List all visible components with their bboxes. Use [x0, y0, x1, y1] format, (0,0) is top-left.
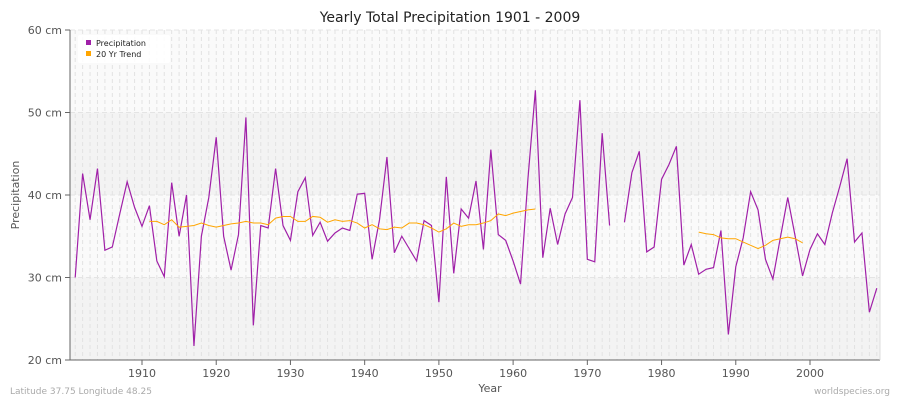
- x-tick-label: 1940: [351, 367, 379, 380]
- trend-line: [698, 231, 803, 250]
- legend-swatch-trend: [86, 51, 91, 56]
- trend-line: [149, 208, 536, 233]
- y-tick-label: 40 cm: [28, 189, 62, 202]
- x-axis-label: Year: [477, 382, 502, 395]
- x-tick-label: 2000: [796, 367, 824, 380]
- legend-label-precipitation: Precipitation: [96, 39, 146, 48]
- legend-swatch-precipitation: [86, 40, 91, 45]
- x-tick-label: 1910: [128, 367, 156, 380]
- band: [70, 112, 880, 195]
- x-tick-label: 1960: [499, 367, 527, 380]
- precipitation-line: [74, 90, 611, 347]
- x-tick-label: 1920: [202, 367, 230, 380]
- legend-label-trend: 20 Yr Trend: [96, 50, 141, 59]
- precipitation-line: [623, 146, 878, 335]
- band: [70, 277, 880, 360]
- y-tick-label: 20 cm: [28, 354, 62, 367]
- x-tick-label: 1930: [276, 367, 304, 380]
- x-tick-label: 1980: [648, 367, 676, 380]
- x-tick-label: 1950: [425, 367, 453, 380]
- band: [70, 30, 880, 113]
- y-axis-label: Precipitation: [9, 161, 22, 230]
- footer-location: Latitude 37.75 Longitude 48.25: [10, 387, 152, 397]
- y-tick-label: 50 cm: [28, 107, 62, 120]
- chart-title: Yearly Total Precipitation 1901 - 2009: [319, 10, 581, 26]
- band: [70, 195, 880, 278]
- legend: Precipitation 20 Yr Trend: [78, 35, 170, 63]
- x-tick-label: 1970: [573, 367, 601, 380]
- y-tick-label: 30 cm: [28, 272, 62, 285]
- x-tick-label: 1990: [722, 367, 750, 380]
- y-tick-label: 60 cm: [28, 24, 62, 37]
- footer-source: worldspecies.org: [814, 387, 890, 397]
